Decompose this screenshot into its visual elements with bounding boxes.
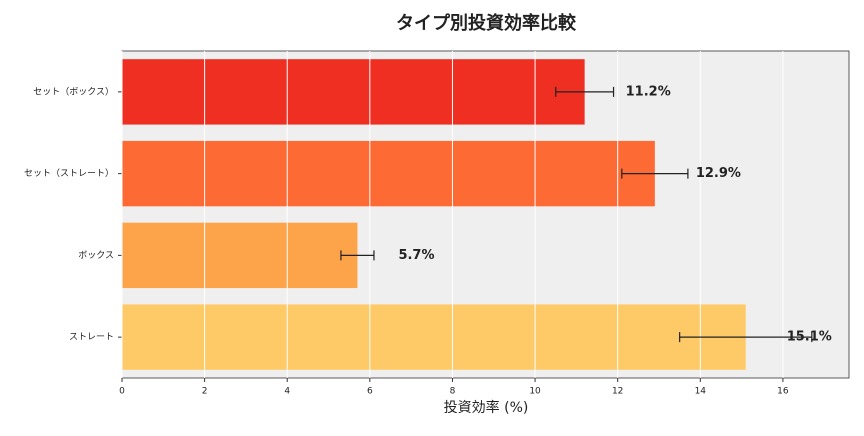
value-label: 5.7% xyxy=(398,248,434,263)
x-axis-label: 投資効率 (%) xyxy=(444,399,529,416)
x-tick-label: 8 xyxy=(450,387,456,397)
error-bar xyxy=(340,250,375,261)
bar xyxy=(122,222,358,289)
x-tick-label: 0 xyxy=(119,387,125,397)
value-label: 11.2% xyxy=(626,84,671,99)
x-tick-label: 4 xyxy=(284,387,290,397)
value-label: 12.9% xyxy=(696,166,741,181)
x-tick-label: 2 xyxy=(202,387,208,397)
x-tick-label: 16 xyxy=(777,387,789,397)
error-bar xyxy=(679,332,813,343)
y-tick-label: セット（ボックス） xyxy=(33,86,114,97)
y-tick-label: ストレート xyxy=(69,333,114,343)
y-tick-label: ボックス xyxy=(78,250,114,261)
error-bar xyxy=(621,168,689,179)
bar xyxy=(122,59,585,125)
x-tick-label: 14 xyxy=(695,387,707,397)
x-tick-label: 12 xyxy=(612,387,623,397)
chart-title: タイプ別投資効率比較 xyxy=(396,12,577,34)
bar xyxy=(122,304,746,370)
x-tick-label: 10 xyxy=(529,387,541,397)
value-label: 15.1% xyxy=(787,330,832,345)
bar xyxy=(122,140,655,207)
error-bar xyxy=(555,86,615,97)
y-tick-label: セット（ストレート） xyxy=(24,168,114,179)
x-tick-label: 6 xyxy=(367,387,373,397)
